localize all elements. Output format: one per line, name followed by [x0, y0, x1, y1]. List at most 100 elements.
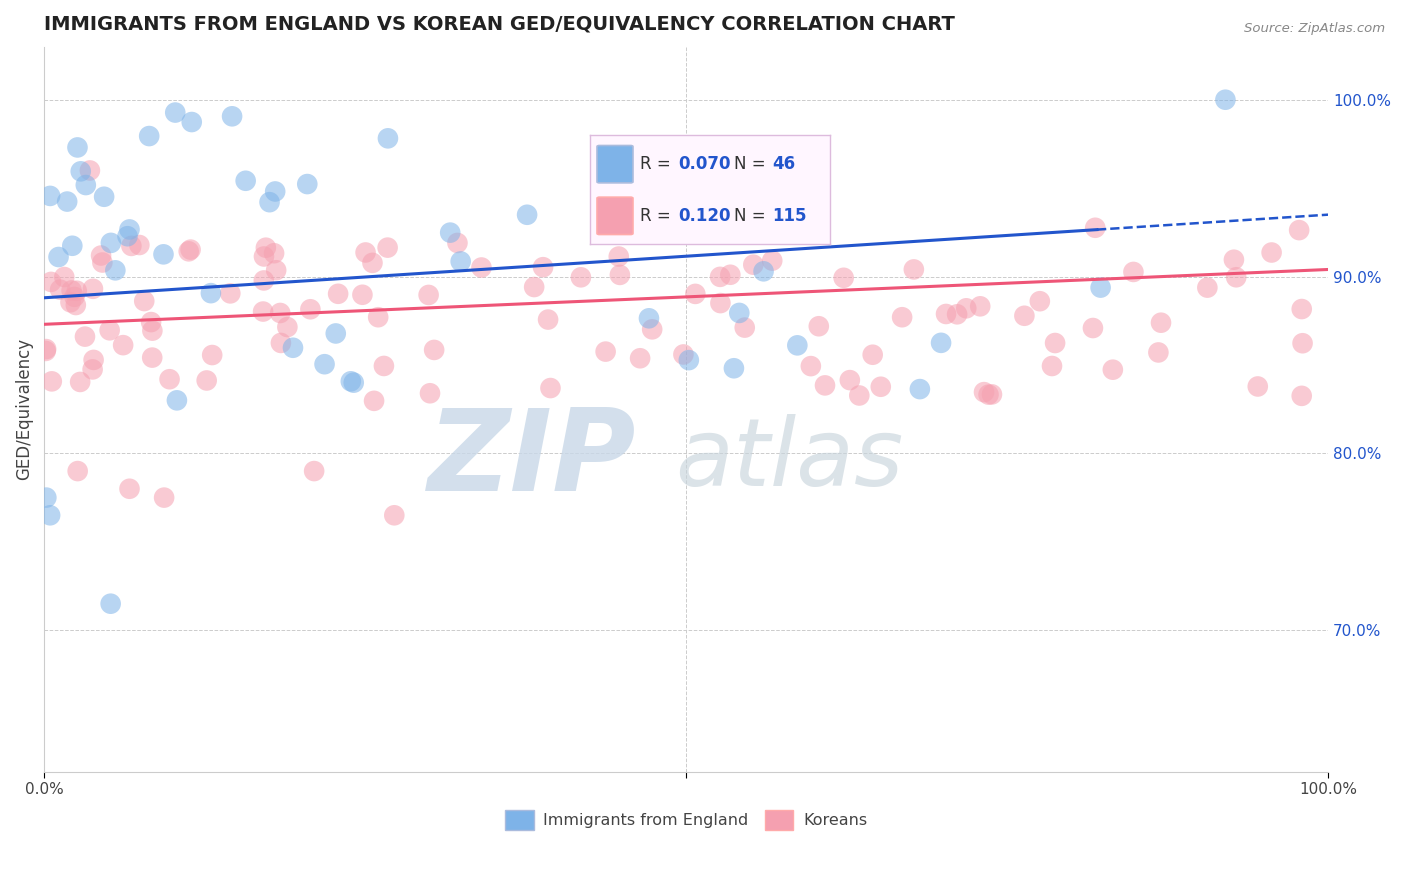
Koreans	[41, 375, 63, 389]
Koreans	[1291, 389, 1313, 403]
Koreans	[382, 508, 405, 523]
Koreans	[1247, 379, 1270, 393]
Immigrants from England	[439, 226, 461, 240]
Immigrants from England	[152, 247, 174, 261]
Immigrants from England	[235, 174, 257, 188]
Koreans	[69, 375, 91, 389]
Text: 46: 46	[772, 155, 796, 173]
Immigrants from England	[35, 491, 58, 505]
Koreans	[1150, 316, 1173, 330]
Immigrants from England	[60, 239, 83, 253]
Text: R =: R =	[640, 155, 671, 173]
Koreans	[354, 245, 377, 260]
Koreans	[1029, 294, 1052, 309]
Immigrants from England	[1215, 93, 1237, 107]
Koreans	[470, 260, 492, 275]
Koreans	[367, 310, 389, 325]
Immigrants from England	[786, 338, 808, 352]
Immigrants from England	[165, 105, 187, 120]
Immigrants from England	[377, 131, 399, 145]
Koreans	[302, 464, 325, 478]
Immigrants from England	[180, 115, 202, 129]
Koreans	[66, 464, 89, 478]
Immigrants from England	[118, 222, 141, 236]
Immigrants from England	[48, 250, 70, 264]
Koreans	[79, 163, 101, 178]
Koreans	[128, 238, 150, 252]
Koreans	[65, 298, 87, 312]
Immigrants from England	[325, 326, 347, 341]
Koreans	[253, 250, 276, 264]
Text: N =: N =	[734, 155, 765, 173]
Koreans	[73, 329, 96, 343]
Immigrants from England	[752, 264, 775, 278]
Text: Source: ZipAtlas.com: Source: ZipAtlas.com	[1244, 22, 1385, 36]
Immigrants from England	[281, 341, 304, 355]
Koreans	[377, 241, 399, 255]
Koreans	[537, 312, 560, 326]
Koreans	[1040, 359, 1063, 373]
Koreans	[141, 351, 163, 365]
Koreans	[609, 268, 631, 282]
Koreans	[120, 239, 142, 253]
Immigrants from England	[728, 306, 751, 320]
Koreans	[838, 373, 860, 387]
Koreans	[607, 250, 630, 264]
Koreans	[53, 270, 76, 285]
Koreans	[1147, 345, 1170, 359]
Koreans	[1291, 301, 1313, 316]
Koreans	[523, 280, 546, 294]
Koreans	[848, 388, 870, 402]
Koreans	[869, 380, 891, 394]
Koreans	[685, 286, 707, 301]
Koreans	[1122, 265, 1144, 279]
Koreans	[761, 253, 783, 268]
Immigrants from England	[516, 208, 538, 222]
Immigrants from England	[929, 335, 952, 350]
Text: 115: 115	[772, 207, 807, 225]
Koreans	[363, 393, 385, 408]
Immigrants from England	[56, 194, 79, 209]
Koreans	[807, 319, 830, 334]
Koreans	[540, 381, 562, 395]
Koreans	[1101, 362, 1123, 376]
Immigrants from England	[908, 382, 931, 396]
Koreans	[709, 296, 731, 310]
Immigrants from England	[200, 286, 222, 301]
Koreans	[59, 295, 82, 310]
Koreans	[134, 293, 156, 308]
Koreans	[1081, 321, 1104, 335]
Koreans	[270, 335, 292, 350]
Immigrants from England	[221, 109, 243, 123]
Immigrants from England	[75, 178, 97, 192]
Koreans	[1260, 245, 1282, 260]
Koreans	[955, 301, 977, 316]
Immigrants from England	[638, 311, 661, 326]
Immigrants from England	[450, 254, 472, 268]
FancyBboxPatch shape	[598, 145, 633, 183]
Immigrants from England	[166, 393, 188, 408]
Koreans	[352, 287, 374, 301]
Koreans	[153, 491, 176, 505]
Koreans	[139, 315, 162, 329]
Legend: Immigrants from England, Koreans: Immigrants from England, Koreans	[499, 804, 873, 836]
Koreans	[219, 286, 242, 301]
Koreans	[423, 343, 446, 357]
Koreans	[35, 342, 58, 356]
Y-axis label: GED/Equivalency: GED/Equivalency	[15, 338, 32, 480]
Koreans	[118, 482, 141, 496]
Koreans	[1291, 336, 1313, 351]
Immigrants from England	[314, 357, 336, 371]
Koreans	[742, 258, 765, 272]
Koreans	[709, 269, 731, 284]
Koreans	[263, 246, 285, 260]
Koreans	[112, 338, 135, 352]
Koreans	[82, 282, 104, 296]
Koreans	[35, 343, 58, 358]
Koreans	[814, 378, 837, 392]
Koreans	[180, 243, 202, 257]
Koreans	[946, 307, 969, 321]
Koreans	[159, 372, 181, 386]
Immigrants from England	[264, 185, 287, 199]
Koreans	[195, 374, 218, 388]
